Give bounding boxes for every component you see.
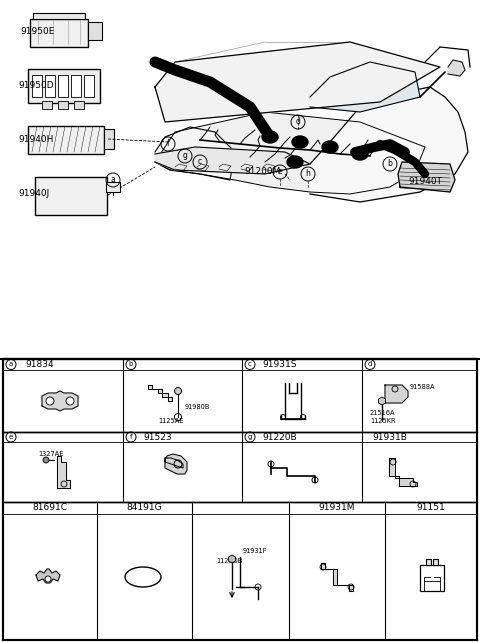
Polygon shape (310, 87, 468, 202)
Text: d: d (296, 117, 300, 126)
Text: c: c (248, 361, 252, 367)
Text: 91931M: 91931M (319, 503, 355, 512)
Polygon shape (398, 162, 455, 192)
Bar (71, 75, 81, 97)
Circle shape (43, 457, 49, 463)
Bar (3, 359, 477, 640)
Polygon shape (155, 147, 310, 174)
Bar (3, 359, 477, 640)
Polygon shape (155, 112, 425, 194)
Polygon shape (310, 62, 420, 112)
Text: 91523: 91523 (143, 433, 172, 442)
Text: 91151: 91151 (417, 503, 445, 512)
Ellipse shape (287, 156, 303, 168)
Text: 91588A: 91588A (410, 384, 435, 390)
Text: 91834: 91834 (25, 360, 54, 369)
Text: 1125AE: 1125AE (158, 418, 183, 424)
Circle shape (175, 388, 181, 394)
Bar (426, 559, 431, 565)
Text: 91200M: 91200M (245, 168, 281, 177)
Text: 91931S: 91931S (262, 360, 297, 369)
Bar (30, 19, 88, 47)
Bar (74, 101, 84, 109)
Polygon shape (448, 60, 465, 76)
Bar (35, 177, 107, 215)
Text: 91950D: 91950D (18, 80, 54, 89)
Text: 81691C: 81691C (33, 503, 68, 512)
Text: 91220B: 91220B (262, 433, 297, 442)
Bar (32, 75, 42, 97)
Text: 1125KR: 1125KR (370, 418, 396, 424)
Text: b: b (387, 159, 393, 168)
Bar (28, 69, 100, 103)
Text: 21516A: 21516A (370, 410, 396, 416)
Text: 91940J: 91940J (18, 189, 49, 198)
Bar (106, 182, 120, 192)
Ellipse shape (352, 148, 368, 160)
Polygon shape (389, 458, 417, 486)
Circle shape (46, 397, 54, 405)
Text: f: f (167, 139, 169, 148)
Text: 1125DB: 1125DB (216, 558, 242, 564)
Text: d: d (368, 361, 372, 367)
Ellipse shape (322, 141, 338, 153)
Bar (433, 559, 438, 565)
Bar (28, 126, 104, 154)
Text: 91931F: 91931F (243, 548, 267, 554)
Text: g: g (182, 152, 187, 160)
Text: b: b (129, 361, 133, 367)
Text: c: c (198, 157, 202, 166)
FancyArrowPatch shape (230, 592, 234, 597)
Bar (84, 75, 94, 97)
Bar (104, 129, 114, 149)
Polygon shape (148, 385, 172, 401)
Ellipse shape (292, 136, 308, 148)
Text: 1327AE: 1327AE (38, 451, 63, 457)
Polygon shape (57, 456, 70, 488)
Text: 91940T: 91940T (408, 177, 442, 186)
Text: g: g (248, 434, 252, 440)
Bar (420, 565, 444, 591)
Bar (88, 22, 102, 40)
Ellipse shape (262, 131, 278, 143)
Text: 91980B: 91980B (185, 404, 210, 410)
Bar (58, 75, 68, 97)
Bar (42, 101, 52, 109)
Text: 91931B: 91931B (372, 433, 407, 442)
Bar (58, 101, 68, 109)
Polygon shape (155, 127, 235, 180)
Polygon shape (155, 42, 440, 122)
Text: 91950E: 91950E (20, 28, 54, 37)
Text: 91940H: 91940H (18, 135, 53, 144)
Text: e: e (9, 434, 13, 440)
Text: a: a (110, 175, 115, 184)
Polygon shape (321, 563, 353, 591)
Text: a: a (9, 361, 13, 367)
Bar (45, 75, 55, 97)
Polygon shape (385, 385, 408, 403)
Text: 84191G: 84191G (127, 503, 162, 512)
Polygon shape (165, 454, 187, 474)
Polygon shape (36, 569, 60, 583)
Bar (33, 13, 85, 19)
Circle shape (45, 576, 51, 582)
Text: e: e (278, 168, 282, 177)
Text: f: f (130, 434, 132, 440)
Polygon shape (42, 391, 78, 411)
Circle shape (66, 397, 74, 405)
Text: h: h (306, 169, 311, 178)
